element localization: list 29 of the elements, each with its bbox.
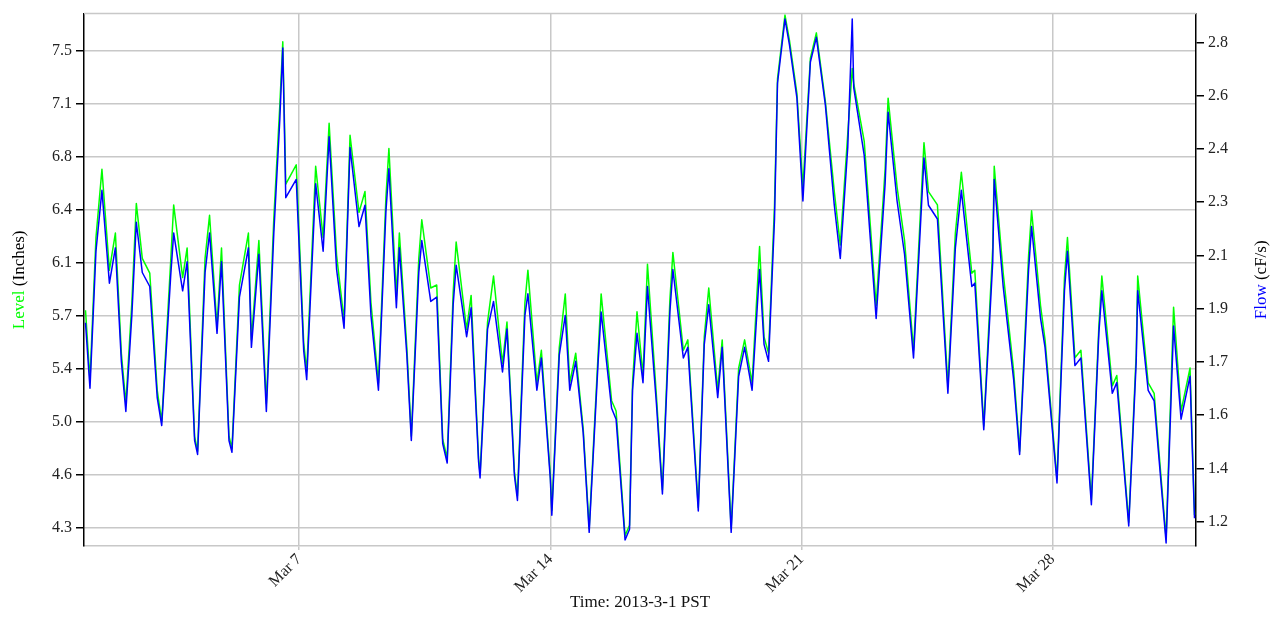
y-tick-label: 4.6 — [52, 465, 72, 483]
y-axis-title: (Inches) — [9, 230, 29, 287]
x-tick-label: Mar 21 — [761, 549, 807, 595]
y2-tick-label: 1.9 — [1208, 298, 1228, 316]
y2-tick-label: 2.1 — [1208, 245, 1228, 263]
y2-tick-label: 2.8 — [1208, 32, 1228, 50]
y-tick-label: 7.5 — [52, 40, 72, 58]
y2-tick-label: 1.4 — [1208, 458, 1228, 476]
x-tick-label: Mar 28 — [1012, 549, 1058, 595]
y-tick-label: 5.7 — [52, 306, 72, 324]
x-tick-label: Mar 14 — [510, 549, 556, 595]
y-tick-label: 6.8 — [52, 146, 72, 164]
x-tick-label: Mar 7 — [264, 549, 305, 590]
y-tick-label: 6.4 — [52, 199, 72, 217]
x-axis-title: Time: 2013-3-1 PST — [569, 592, 711, 612]
y-tick-label: 6.1 — [52, 252, 72, 270]
text: Level — [9, 290, 29, 330]
y2-tick-label: 2.3 — [1208, 192, 1228, 210]
y2-tick-label: 1.2 — [1208, 511, 1228, 529]
y2-tick-label: 1.7 — [1208, 352, 1228, 370]
y-tick-label: 5.4 — [52, 359, 72, 377]
y-tick-label: 4.3 — [52, 518, 72, 536]
y2-axis-title: (cF/s) — [1251, 240, 1271, 281]
y-tick-label: 7.1 — [52, 93, 72, 111]
y2-tick-label: 1.6 — [1208, 405, 1228, 423]
y2-tick-label: 2.6 — [1208, 85, 1228, 103]
text: Flow — [1251, 283, 1271, 320]
y2-tick-label: 2.4 — [1208, 139, 1228, 157]
y-tick-label: 5.0 — [52, 412, 72, 430]
